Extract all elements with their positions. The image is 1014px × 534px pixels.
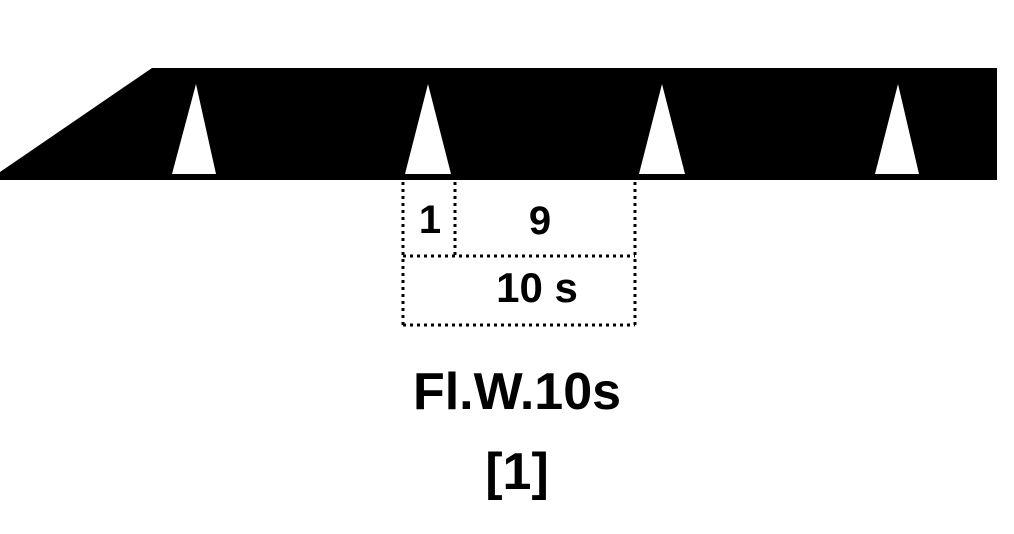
flash-mark <box>875 84 919 174</box>
period-label: 10 s <box>496 264 578 311</box>
light-character-caption: Fl.W.10s <box>412 363 622 421</box>
flash-mark <box>639 84 685 174</box>
flash-mark <box>405 84 451 174</box>
light-sequence-band <box>0 68 997 180</box>
flash-mark <box>172 84 216 174</box>
flash-duration-label: 1 <box>419 198 441 242</box>
light-range-caption: [1] <box>485 443 549 501</box>
timing-brackets <box>401 182 637 327</box>
dark-duration-label: 9 <box>529 199 551 243</box>
